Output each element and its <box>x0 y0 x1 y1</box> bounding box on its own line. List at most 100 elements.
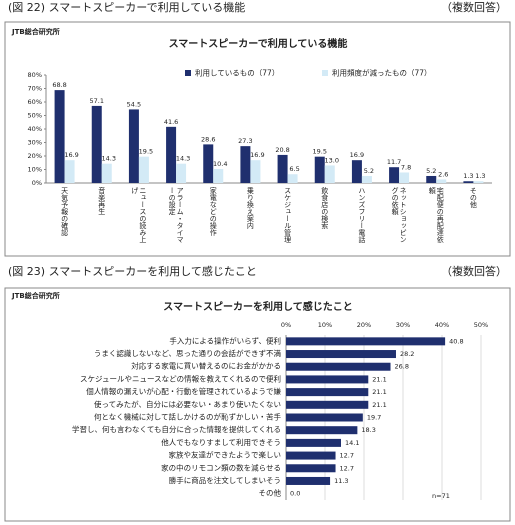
bar <box>361 175 372 183</box>
x-tick-label: 家電などの操作 <box>209 187 218 236</box>
bar <box>286 375 369 384</box>
bar <box>314 156 325 183</box>
y-tick-label: 何となく機械に対して話しかけるのが恥ずかしい・苦手 <box>94 412 282 422</box>
chart-title: スマートスピーカーを利用して感じたこと <box>163 300 352 313</box>
value-label: 10.4 <box>213 160 227 168</box>
bar <box>324 165 335 183</box>
x-tick-label: 40% <box>435 321 449 329</box>
value-label: 26.8 <box>395 363 409 371</box>
x-tick-label-box: ハンズフリー電話 <box>358 187 366 243</box>
legend-label: 利用頻度が減ったもの（77） <box>332 68 432 78</box>
x-tick-label: 10% <box>318 321 332 329</box>
value-label: 21.1 <box>372 388 386 396</box>
value-label: 14.3 <box>102 155 116 163</box>
bar <box>286 464 336 473</box>
bar <box>166 126 177 183</box>
x-tick-label: 宅配便の再配達依頼 <box>428 187 445 243</box>
y-tick-label: 60% <box>28 98 42 106</box>
y-tick-label: スケジュールやニュースなどの情報を教えてくれるので便利 <box>80 373 281 383</box>
y-tick-label: 他人でもなりすまして利用できそう <box>161 437 281 447</box>
bar <box>473 181 484 183</box>
bar <box>128 109 139 183</box>
value-label: 28.2 <box>400 350 414 358</box>
x-tick-label-box: 飲食店の検索 <box>321 187 329 229</box>
bar <box>250 160 261 183</box>
y-tick-label: 使ってみたが、自分には必要ない・あまり使いたくない <box>94 399 281 409</box>
bar <box>436 179 447 183</box>
bar <box>286 476 331 485</box>
y-tick-label: 勝手に商品を注文してしまいそう <box>169 475 281 485</box>
value-label: 11.3 <box>334 477 348 485</box>
x-tick-label-box: 家電などの操作 <box>209 187 218 236</box>
y-tick-label: 個人情報の漏えいが心配・行動を管理されているようで嫌 <box>86 386 281 396</box>
bar <box>213 168 224 183</box>
bar <box>277 154 288 183</box>
bar <box>203 144 214 183</box>
value-label: 57.1 <box>90 97 104 105</box>
value-label: 12.7 <box>340 452 354 460</box>
legend-swatch <box>322 70 328 76</box>
legend-swatch <box>185 70 191 76</box>
value-label: 41.6 <box>164 118 178 126</box>
value-label: 27.3 <box>238 137 252 145</box>
y-tick-label: 50% <box>28 112 42 120</box>
value-label: 1.3 <box>475 172 485 180</box>
bar <box>286 337 446 346</box>
bar <box>286 426 358 435</box>
value-label: 54.5 <box>127 100 141 108</box>
value-label: 2.6 <box>438 170 448 178</box>
value-label: 28.6 <box>201 135 215 143</box>
x-tick-label-box: その他 <box>469 187 478 208</box>
value-label: 5.2 <box>364 167 374 175</box>
bar <box>286 451 336 460</box>
bar <box>399 172 410 183</box>
value-label: 16.9 <box>350 151 364 159</box>
figure-frame <box>4 21 511 257</box>
annotation: n=71 <box>432 492 450 500</box>
x-tick-label-box: 宅配便の再配達依頼 <box>428 187 445 243</box>
x-tick-label-box: アラーム・タイマーの設定 <box>168 187 185 243</box>
y-tick-label: 対応する家電に買い替えるのにお金がかかる <box>131 361 281 371</box>
value-label: 19.7 <box>367 414 381 422</box>
figure-caption: (図 23) スマートスピーカーを利用して感じたこと <box>8 265 257 278</box>
x-tick-label: アラーム・タイマーの設定 <box>168 187 185 243</box>
bar <box>389 167 400 183</box>
y-tick-label: 家族や友達ができたようで楽しい <box>169 450 282 460</box>
bar <box>91 105 102 183</box>
y-tick-label: 0% <box>32 179 42 187</box>
y-tick-label: うまく認識しないなど、思った通りの会話ができず不満 <box>94 348 282 358</box>
bar <box>64 160 75 183</box>
x-tick-label: 音楽再生 <box>97 187 106 215</box>
bar <box>286 350 396 359</box>
value-label: 21.1 <box>372 375 386 383</box>
value-label: 18.3 <box>361 426 375 434</box>
x-tick-label: ニュースの読み上げ <box>130 187 147 243</box>
bar <box>286 413 363 422</box>
chart-title: スマートスピーカーで利用している機能 <box>169 37 348 50</box>
value-label: 40.8 <box>449 337 463 345</box>
value-label: 68.8 <box>52 81 66 89</box>
y-tick-label: 20% <box>28 152 42 160</box>
value-label: 6.5 <box>289 165 299 173</box>
value-label: 14.1 <box>345 439 359 447</box>
x-tick-label: 50% <box>474 321 488 329</box>
y-tick-label: 手入力による操作がいらず、便利 <box>169 335 281 345</box>
legend-label: 利用しているもの（77） <box>195 68 279 78</box>
x-tick-label-box: スケジュール管理 <box>283 187 292 243</box>
bar <box>426 175 437 183</box>
x-tick-label: 20% <box>357 321 371 329</box>
y-tick-label: 30% <box>28 139 42 147</box>
bar <box>286 362 391 371</box>
x-tick-label: その他 <box>469 187 478 208</box>
figure-note: （複数回答） <box>441 0 507 14</box>
x-tick-label-box: 天気予報の確認 <box>60 187 69 236</box>
value-label: 0.0 <box>290 490 300 498</box>
x-tick-label: 天気予報の確認 <box>60 187 69 236</box>
y-tick-label: 40% <box>28 125 42 133</box>
bar <box>176 163 187 183</box>
bar <box>463 181 474 183</box>
value-label: 19.5 <box>139 148 153 156</box>
x-tick-label: スケジュール管理 <box>283 187 292 243</box>
